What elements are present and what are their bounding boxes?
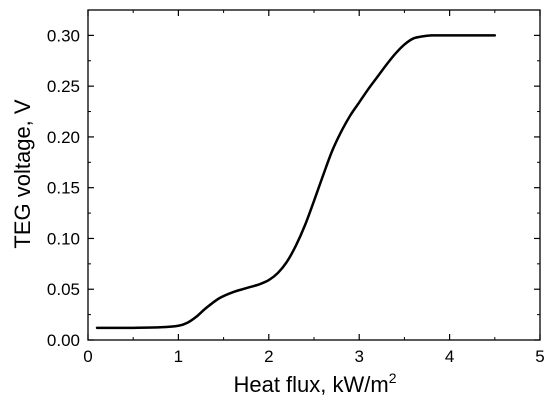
y-tick-label: 0.25 bbox=[47, 77, 80, 96]
x-tick-label: 5 bbox=[535, 347, 544, 366]
x-tick-label: 3 bbox=[354, 347, 363, 366]
y-tick-label: 0.20 bbox=[47, 128, 80, 147]
plot-area bbox=[87, 9, 541, 341]
y-axis-title: TEG voltage, V bbox=[10, 99, 35, 249]
y-tick-label: 0.30 bbox=[47, 26, 80, 45]
y-tick-label: 0.05 bbox=[47, 280, 80, 299]
x-axis-ticks bbox=[87, 10, 541, 340]
x-axis-title: Heat flux, kW/m2 bbox=[233, 370, 396, 397]
x-axis-title-superscript: 2 bbox=[389, 370, 397, 386]
series-points bbox=[97, 35, 495, 327]
x-tick-label: 1 bbox=[174, 347, 183, 366]
x-tick-label: 2 bbox=[264, 347, 273, 366]
y-tick-label: 0.10 bbox=[47, 229, 80, 248]
y-tick-label: 0.15 bbox=[47, 179, 80, 198]
plot-frame bbox=[87, 9, 541, 341]
series-line bbox=[95, 34, 497, 330]
y-tick-label: 0.00 bbox=[47, 331, 80, 350]
y-axis-tick-labels: 0.00 0.05 0.10 0.15 0.20 0.25 0.30 bbox=[47, 26, 80, 350]
x-tick-label: 4 bbox=[445, 347, 454, 366]
x-axis-tick-labels: 0 1 2 3 4 5 bbox=[83, 347, 544, 366]
y-axis-ticks bbox=[88, 9, 540, 341]
x-axis-title-text: Heat flux, kW/m bbox=[233, 372, 388, 397]
x-tick-label: 0 bbox=[83, 347, 92, 366]
